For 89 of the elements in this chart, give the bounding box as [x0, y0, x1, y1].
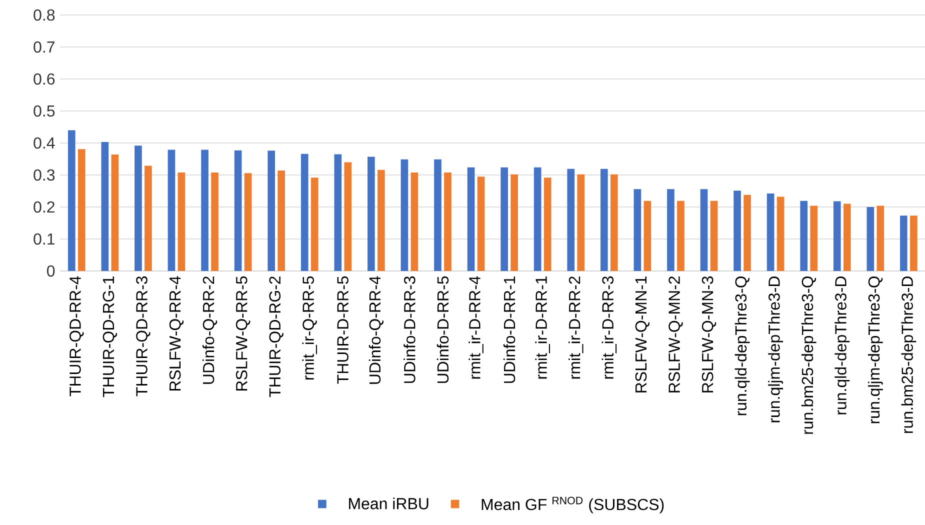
bar	[477, 176, 485, 271]
x-tick-label: THUIR-QD-RR-3	[136, 276, 150, 396]
bar	[400, 159, 408, 271]
bar	[876, 206, 884, 271]
legend-label: Mean GF $^{RNOD}$ (SUBSCS)	[482, 496, 664, 514]
bar	[201, 150, 208, 271]
bar	[534, 167, 542, 271]
x-tick-label: THUIR-D-RR-5	[337, 276, 348, 384]
bar	[843, 204, 851, 271]
bar	[700, 189, 708, 271]
x-tick-label: UDinfo-D-RR-5	[436, 276, 449, 383]
x-tick-label: rmit_ir-D-RR-2	[568, 276, 584, 379]
bar	[744, 194, 751, 271]
y-tick-label: 0.5	[34, 105, 55, 117]
x-tick-label: run.bm25-depThre3-Q	[801, 276, 816, 434]
bar	[500, 167, 508, 271]
bar	[710, 200, 718, 271]
bar	[378, 170, 385, 271]
x-tick-label: RSLFW-Q-MN-2	[668, 276, 683, 392]
bar	[544, 178, 552, 271]
bar	[144, 166, 152, 271]
bar	[776, 196, 784, 271]
bar	[667, 189, 674, 271]
bar	[334, 154, 342, 271]
x-tick-label: THUIR-QD-RR-4	[70, 276, 84, 396]
bar	[510, 174, 518, 271]
bar	[434, 159, 442, 271]
bar	[101, 142, 109, 271]
bar	[677, 200, 684, 271]
bar	[644, 200, 652, 271]
bar	[900, 216, 908, 271]
bar	[268, 150, 275, 271]
bar	[766, 194, 774, 271]
x-tick-label: UDinfo-Q-RR-2	[202, 276, 218, 384]
x-tick-label: rmit_ir-D-RR-1	[535, 276, 550, 379]
x-tick-label: rmit_ir-Q-RR-5	[302, 276, 317, 380]
bar	[68, 130, 76, 271]
bar	[310, 178, 318, 271]
bar	[234, 150, 242, 271]
x-tick-label: RSLFW-Q-MN-1	[635, 276, 650, 392]
bar	[211, 172, 218, 271]
bar	[567, 168, 575, 271]
x-tick-label: THUIR-QD-RG-1	[102, 276, 118, 398]
y-tick-label: 0	[47, 265, 55, 277]
y-tick-label: 0.1	[34, 233, 55, 245]
bar	[368, 156, 375, 271]
bar	[134, 146, 142, 271]
y-tick-label: 0.2	[34, 201, 54, 213]
x-tick-label: RSLFW-Q-MN-3	[702, 276, 716, 392]
bar	[111, 154, 119, 271]
x-tick-label: run.qld-depThre3-D	[834, 276, 850, 414]
y-tick-label: 0.3	[34, 169, 55, 181]
bar	[344, 162, 352, 271]
bar	[300, 154, 308, 271]
bar	[278, 170, 285, 271]
x-tick-label: run.qljm-depThre3-D	[768, 276, 784, 422]
bar	[810, 206, 818, 271]
x-tick-label: run.qld-depThre3-Q	[734, 276, 750, 416]
bar	[444, 172, 452, 271]
x-tick-label: UDinfo-D-RR-1	[503, 276, 516, 383]
y-tick-label: 0.7	[34, 41, 54, 53]
bar	[910, 216, 918, 271]
y-tick-label: 0.4	[34, 137, 55, 149]
x-tick-label: UDinfo-Q-RR-4	[368, 276, 384, 384]
x-tick-label: run.bm25-depThre3-D	[901, 276, 916, 433]
bar	[467, 167, 475, 271]
bar	[78, 149, 86, 271]
bar	[168, 150, 176, 271]
bar	[410, 172, 418, 271]
bar	[734, 190, 741, 271]
bar	[244, 173, 252, 271]
x-tick-label: rmit_ir-D-RR-3	[602, 276, 617, 379]
legend-label: Mean iRBU	[349, 498, 428, 510]
bar	[178, 172, 186, 271]
x-tick-label: run.qljm-depThre3-Q	[868, 276, 883, 424]
y-tick-label: 0.6	[34, 73, 55, 85]
bar	[833, 201, 841, 271]
y-tick-label: 0.8	[34, 9, 55, 21]
bar	[634, 189, 642, 271]
x-tick-label: THUIR-QD-RG-2	[269, 276, 284, 398]
bar	[800, 200, 808, 271]
x-tick-label: rmit_ir-D-RR-4	[468, 276, 484, 379]
x-tick-label: RSLFW-Q-RR-5	[236, 276, 250, 391]
bar	[866, 207, 874, 271]
bar	[610, 174, 618, 271]
bar	[577, 174, 585, 271]
bar	[600, 168, 608, 271]
x-tick-label: UDinfo-D-RR-3	[404, 276, 416, 383]
x-tick-label: RSLFW-Q-RR-4	[169, 276, 184, 391]
